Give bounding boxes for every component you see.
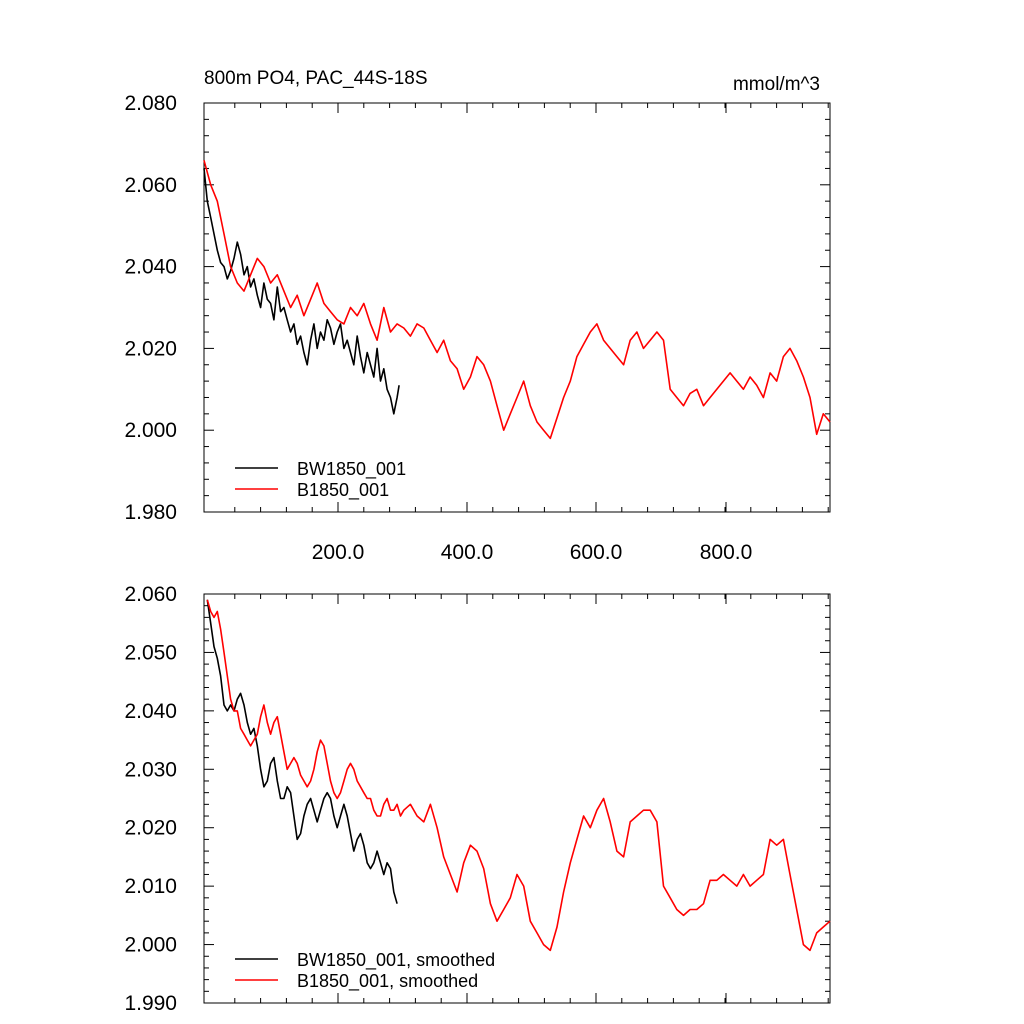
- legend-label: BW1850_001: [297, 459, 406, 480]
- series-line-0: [203, 168, 400, 415]
- series-line-1: [206, 599, 831, 952]
- y-tick-label: 2.000: [124, 934, 177, 957]
- y-tick-label: 2.000: [124, 419, 177, 442]
- y-tick-label: 1.980: [124, 501, 177, 524]
- y-tick-label: 2.060: [124, 583, 177, 606]
- y-axis: 1.990 2.000 2.010 2.020 2.030 2.040 2.050 2.060: [124, 583, 830, 1015]
- x-tick-label: 200.0: [312, 541, 365, 564]
- y-axis: 1.980 2.000 2.020 2.040 2.060 2.080: [124, 92, 830, 524]
- units-label: mmol/m^3: [733, 74, 820, 95]
- chart-title: 800m PO4, PAC_44S-18S: [204, 68, 428, 89]
- y-tick-label: 2.050: [124, 641, 177, 664]
- series-group: [206, 599, 831, 952]
- bottom-panel: 1.990 2.000 2.010 2.020 2.030 2.040 2.050 2.060…: [124, 583, 831, 1015]
- top-panel: 800m PO4, PAC_44S-18S mmol/m^3 1.980 2.00…: [124, 68, 831, 564]
- y-tick-label: 2.020: [124, 817, 177, 840]
- x-tick-label: 400.0: [441, 541, 494, 564]
- x-tick-label: 800.0: [700, 541, 753, 564]
- y-tick-label: 1.990: [124, 992, 177, 1015]
- y-tick-label: 2.060: [124, 174, 177, 197]
- plot-frame: [203, 102, 831, 513]
- x-axis: [234, 594, 829, 1003]
- legend-label: B1850_001: [297, 480, 389, 501]
- plot-frame: [203, 593, 831, 1004]
- y-tick-label: 2.030: [124, 758, 177, 781]
- y-tick-label: 2.020: [124, 337, 177, 360]
- series-line-0: [206, 599, 398, 904]
- y-tick-label: 2.040: [124, 256, 177, 279]
- x-axis: 200.0 400.0 600.0 800.0: [234, 103, 829, 564]
- series-group: [203, 160, 831, 440]
- y-tick-label: 2.080: [124, 92, 177, 115]
- legend-label: BW1850_001, smoothed: [297, 950, 495, 971]
- y-tick-label: 2.010: [124, 875, 177, 898]
- series-line-1: [203, 160, 831, 440]
- y-tick-label: 2.040: [124, 700, 177, 723]
- legend-label: B1850_001, smoothed: [297, 971, 478, 992]
- x-tick-label: 600.0: [570, 541, 623, 564]
